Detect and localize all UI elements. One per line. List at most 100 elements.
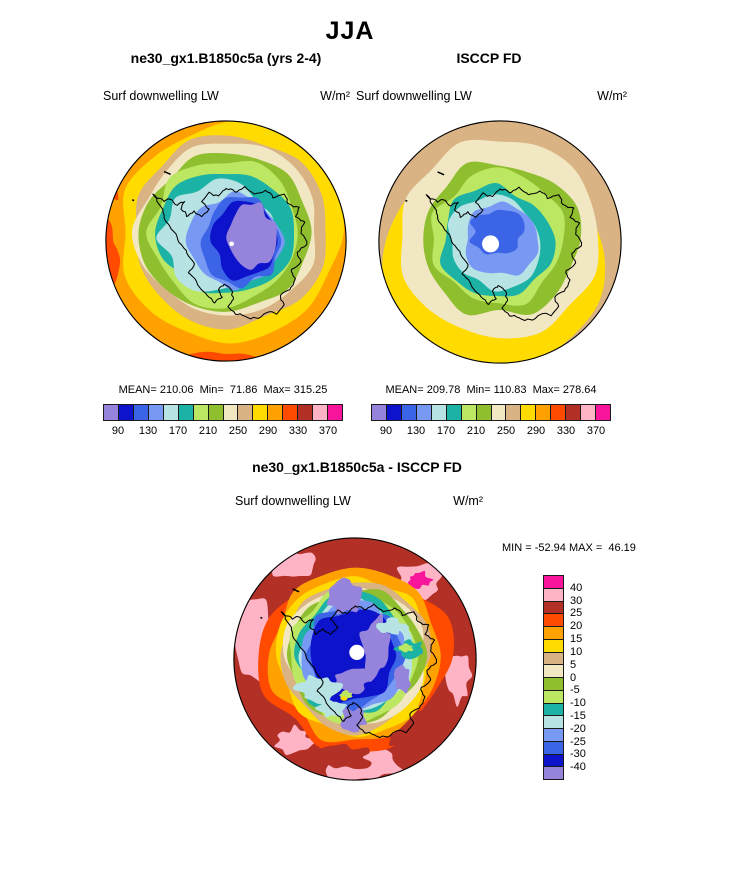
polar-map-canvas — [378, 120, 622, 364]
antarctica-coastline — [280, 603, 438, 739]
obs-var-label: Surf downwelling LW — [356, 89, 472, 103]
small-islands — [131, 170, 171, 202]
colorbar-tick-label: 170 — [436, 425, 456, 437]
obs-colorbar — [371, 404, 611, 421]
small-islands — [260, 588, 300, 619]
colorbar-cell — [132, 404, 149, 421]
colorbar-cell — [543, 740, 564, 755]
colorbar-cell — [207, 404, 224, 421]
contour-band — [376, 617, 409, 635]
colorbar-cell — [222, 404, 239, 421]
colorbar-tick-label: 20 — [570, 620, 583, 633]
colorbar-tick-label: -25 — [570, 735, 586, 748]
colorbar-cell — [543, 613, 564, 627]
colorbar-tick-label: 250 — [496, 425, 516, 437]
contour-band — [398, 643, 414, 653]
contour-band — [226, 202, 277, 270]
colorbar-tick-label: 290 — [258, 425, 278, 437]
colorbar-tick-label: 330 — [556, 425, 576, 437]
colorbar-cell — [520, 404, 537, 421]
colorbar-tick-label: 30 — [570, 594, 583, 607]
contour-fill-layer — [378, 120, 622, 364]
colorbar-cell — [543, 575, 564, 589]
contour-fill-layer — [105, 120, 347, 362]
colorbar-tick-label: 10 — [570, 645, 583, 658]
obs-units-label: W/m² — [597, 89, 627, 103]
contour-band — [340, 695, 348, 701]
contour-fill-layer — [233, 537, 477, 781]
colorbar-cell — [475, 404, 492, 421]
colorbar-tick-label: 25 — [570, 607, 583, 620]
colorbar-cell — [543, 664, 564, 678]
obs-map — [377, 119, 623, 365]
colorbar-cell — [543, 600, 564, 615]
colorbar-cell — [543, 753, 564, 768]
colorbar-cell — [543, 702, 564, 717]
colorbar-cell — [237, 404, 254, 421]
diff-colorbar-ticks: 40 30 25 20 15 10 5 0 -5 -10 -15 -20 -25 -30 -40 — [570, 575, 600, 780]
contour-band — [105, 218, 121, 292]
colorbar-cell — [595, 404, 611, 421]
colorbar-tick-label: -5 — [570, 684, 580, 697]
obs-colorbar-ticks: 90 130 170 210 250 290 330 370 — [371, 425, 611, 438]
model-stats: MEAN= 210.06 Min= 71.86 Max= 315.25 — [118, 384, 328, 396]
colorbar-cell — [282, 404, 299, 421]
colorbar-cell — [371, 404, 387, 421]
contour-band — [408, 570, 434, 589]
season-title: JJA — [325, 17, 375, 45]
pole-marker — [482, 235, 500, 253]
diff-var-label: Surf downwelling LW — [235, 494, 351, 508]
obs-header: ISCCP FD — [456, 50, 522, 66]
colorbar-cell — [543, 638, 564, 653]
colorbar-tick-label: 370 — [586, 425, 606, 437]
colorbar-tick-label: 130 — [138, 425, 158, 437]
colorbar-tick-label: 290 — [526, 425, 546, 437]
diff-header: ne30_gx1.B1850c5a - ISCCP FD — [252, 459, 462, 475]
diff-minmax: MIN = -52.94 MAX = 46.19 — [502, 542, 636, 554]
colorbar-tick-label: -20 — [570, 722, 586, 735]
model-header: ne30_gx1.B1850c5a (yrs 2-4) — [130, 50, 322, 66]
colorbar-tick-label: 370 — [318, 425, 338, 437]
model-units-label: W/m² — [320, 89, 350, 103]
contour-band — [105, 155, 119, 201]
colorbar-cell — [267, 404, 284, 421]
colorbar-cell — [543, 626, 564, 640]
colorbar-tick-label: 330 — [288, 425, 308, 437]
colorbar-tick-label: 90 — [379, 425, 393, 437]
colorbar-cell — [543, 715, 564, 729]
colorbar-cell — [543, 587, 564, 602]
colorbar-cell — [192, 404, 209, 421]
colorbar-cell — [415, 404, 432, 421]
colorbar-tick-label: 90 — [111, 425, 125, 437]
small-islands — [405, 171, 445, 202]
colorbar-cell — [297, 404, 314, 421]
contour-band — [316, 743, 372, 770]
colorbar-tick-label: 130 — [406, 425, 426, 437]
model-colorbar — [103, 404, 343, 421]
polar-map-canvas — [105, 120, 347, 362]
map-boundary-circle — [105, 120, 347, 362]
model-colorbar-ticks: 90 130 170 210 250 290 330 370 — [103, 425, 343, 438]
colorbar-cell — [103, 404, 119, 421]
colorbar-tick-label: 210 — [198, 425, 218, 437]
contour-band — [380, 706, 444, 754]
colorbar-cell — [147, 404, 164, 421]
colorbar-tick-label: 0 — [570, 671, 577, 684]
colorbar-cell — [400, 404, 417, 421]
model-map — [104, 119, 348, 363]
colorbar-tick-label: 170 — [168, 425, 188, 437]
colorbar-cell — [430, 404, 447, 421]
colorbar-cell — [445, 404, 462, 421]
colorbar-tick-label: -15 — [570, 709, 586, 722]
colorbar-cell — [565, 404, 582, 421]
colorbar-tick-label: 5 — [570, 658, 577, 671]
colorbar-cell — [460, 404, 477, 421]
colorbar-cell — [177, 404, 194, 421]
colorbar-cell — [312, 404, 329, 421]
diff-colorbar — [543, 575, 564, 780]
colorbar-tick-label: 210 — [466, 425, 486, 437]
map-boundary-circle — [378, 120, 622, 364]
colorbar-cell — [162, 404, 179, 421]
colorbar-cell — [543, 677, 564, 691]
